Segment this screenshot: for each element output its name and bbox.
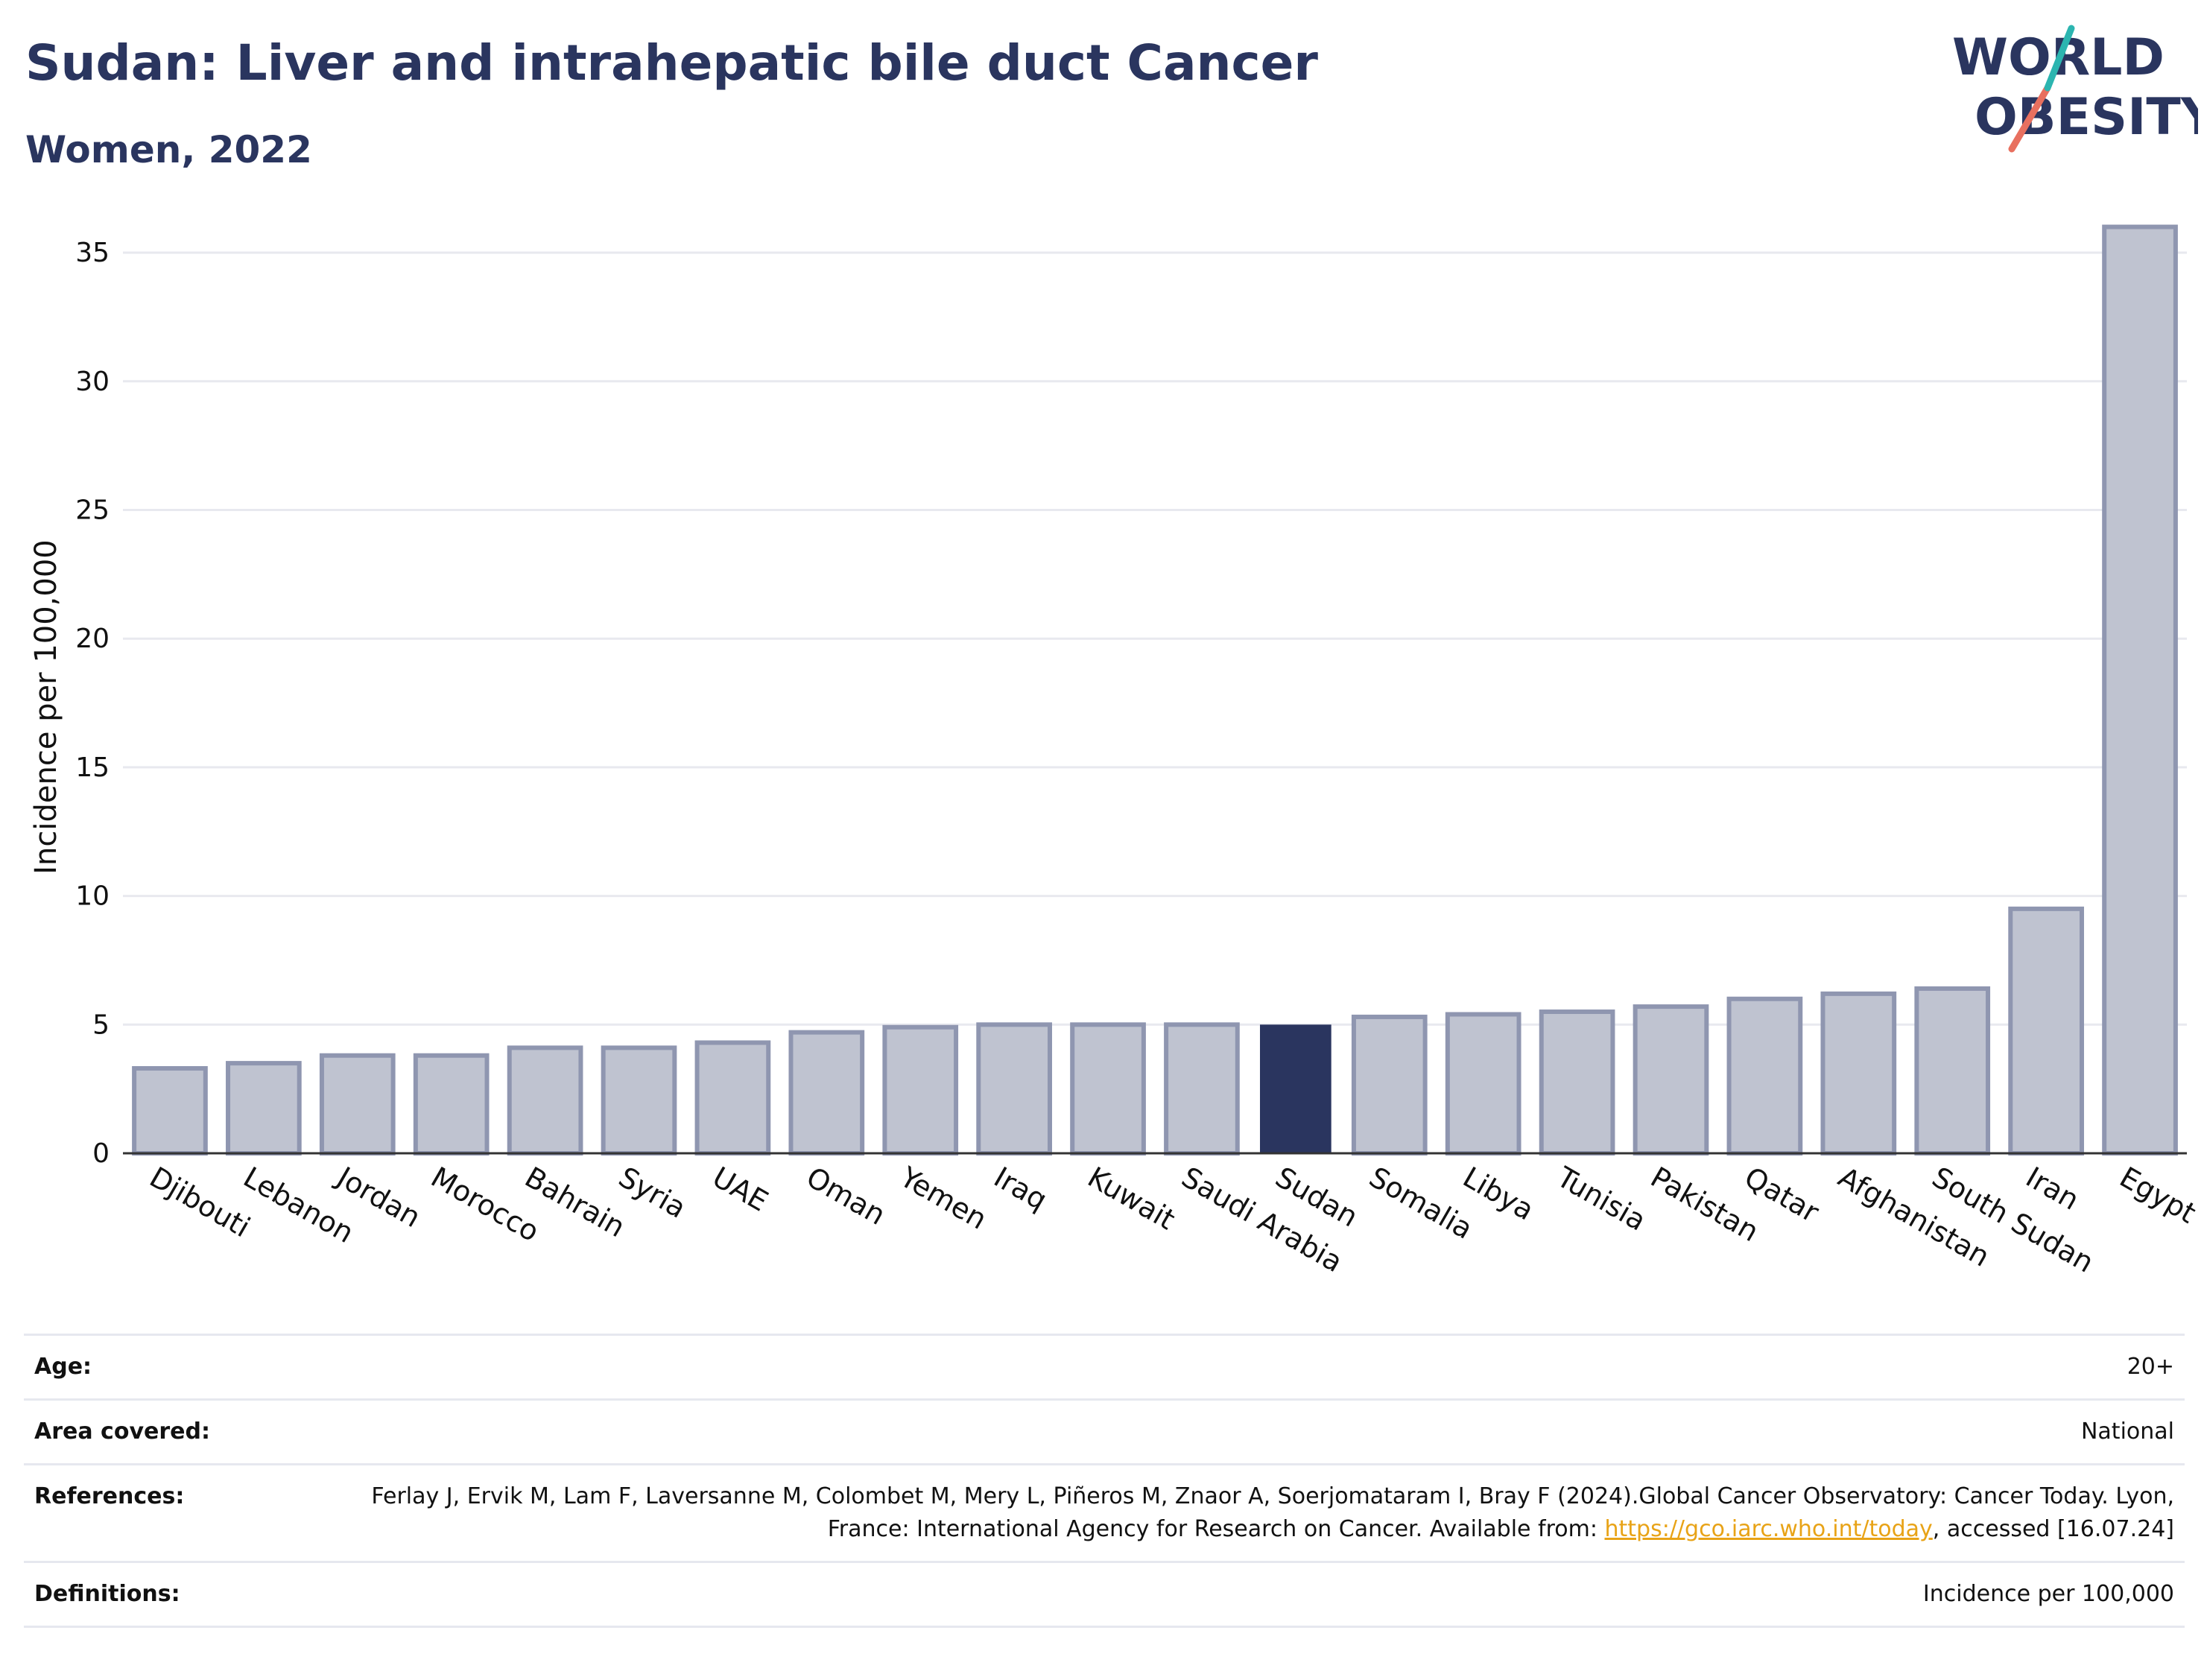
bars	[132, 224, 2178, 1156]
y-tick-label: 20	[75, 624, 110, 654]
definitions-row: Definitions: Incidence per 100,000	[24, 1561, 2185, 1628]
y-axis-title: Incidence per 100,000	[29, 539, 63, 875]
x-tick-label: Egypt	[2115, 1161, 2202, 1230]
bar-jordan[interactable]	[319, 1053, 396, 1156]
references-label: References:	[34, 1483, 185, 1509]
bar-tunisia[interactable]	[1539, 1009, 1615, 1156]
area-label: Area covered:	[34, 1419, 210, 1445]
y-tick-label: 0	[92, 1138, 110, 1169]
bar-morocco[interactable]	[413, 1053, 490, 1156]
x-tick-label: Yemen	[894, 1160, 992, 1236]
x-tick-label: Saudi Arabia	[1176, 1161, 1348, 1279]
x-tick-label: Pakistan	[1645, 1161, 1764, 1249]
chart-subtitle: Women, 2022	[25, 128, 312, 171]
x-tick-label: Oman	[801, 1161, 891, 1232]
references-text-1: Ferlay J, Ervik M, Lam F, Laversanne M, …	[371, 1483, 2174, 1542]
x-tick-label: UAE	[707, 1161, 773, 1218]
x-tick-label: Djibouti	[144, 1161, 256, 1244]
y-axis-ticks: 0 5 10 15 20 25 30 35	[75, 238, 110, 1169]
age-row: Age: 20+	[24, 1334, 2185, 1398]
x-tick-label: Kuwait	[1083, 1161, 1181, 1237]
bar-kuwait[interactable]	[1070, 1022, 1146, 1156]
logo-slash-coral	[2008, 84, 2051, 153]
logo-slash-teal	[2044, 25, 2075, 92]
x-tick-label: Tunisia	[1551, 1160, 1651, 1237]
age-value: 20+	[2127, 1354, 2174, 1380]
bar-uae[interactable]	[694, 1040, 771, 1156]
age-label: Age:	[34, 1354, 92, 1380]
metadata-table: Age: 20+ Area covered: National Referenc…	[24, 1334, 2185, 1628]
bar-libya[interactable]	[1445, 1012, 1521, 1156]
bar-syria[interactable]	[601, 1045, 677, 1156]
area-value: National	[2080, 1419, 2174, 1445]
bar-djibouti[interactable]	[132, 1066, 208, 1156]
bar-qatar[interactable]	[1726, 996, 1803, 1156]
bar-iraq[interactable]	[976, 1022, 1052, 1156]
references-row: References: Ferlay J, Ervik M, Lam F, La…	[24, 1463, 2185, 1561]
y-tick-label: 15	[75, 752, 110, 783]
bar-yemen[interactable]	[882, 1024, 959, 1156]
area-row: Area covered: National	[24, 1398, 2185, 1463]
bar-lebanon[interactable]	[226, 1061, 302, 1156]
references-text-2: , accessed [16.07.24]	[1932, 1516, 2174, 1542]
bar-egypt[interactable]	[2102, 224, 2178, 1156]
chart-title: Sudan: Liver and intrahepatic bile duct …	[25, 34, 1318, 92]
bar-bahrain[interactable]	[507, 1045, 583, 1156]
bar-saudi-arabia[interactable]	[1164, 1022, 1240, 1156]
y-tick-label: 35	[75, 238, 110, 268]
x-tick-label: Iraq	[989, 1161, 1053, 1217]
bar-oman[interactable]	[788, 1030, 865, 1156]
bar-pakistan[interactable]	[1633, 1004, 1709, 1156]
bar-iran[interactable]	[2008, 906, 2084, 1156]
x-tick-label: Iran	[2021, 1161, 2085, 1217]
y-tick-label: 25	[75, 495, 110, 525]
bar-afghanistan[interactable]	[1820, 991, 1897, 1156]
bar-south-sudan[interactable]	[1914, 986, 1991, 1156]
x-tick-label: Somalia	[1364, 1161, 1478, 1246]
y-tick-label: 5	[92, 1009, 110, 1040]
grid-lines	[123, 251, 2187, 1026]
logo-line-2: OBESITY	[1975, 88, 2198, 147]
y-tick-label: 10	[75, 881, 110, 912]
bar-somalia[interactable]	[1351, 1014, 1428, 1156]
references-value: Ferlay J, Ervik M, Lam F, Laversanne M, …	[349, 1480, 2174, 1546]
references-link[interactable]: https://gco.iarc.who.int/today	[1604, 1516, 1933, 1542]
bar-sudan[interactable]	[1260, 1024, 1331, 1153]
world-obesity-logo: WORLD OBESITY	[1952, 25, 2198, 153]
definitions-value: Incidence per 100,000	[1922, 1581, 2174, 1607]
y-tick-label: 30	[75, 367, 110, 397]
definitions-label: Definitions:	[34, 1581, 180, 1607]
x-tick-label: Morocco	[425, 1161, 545, 1249]
